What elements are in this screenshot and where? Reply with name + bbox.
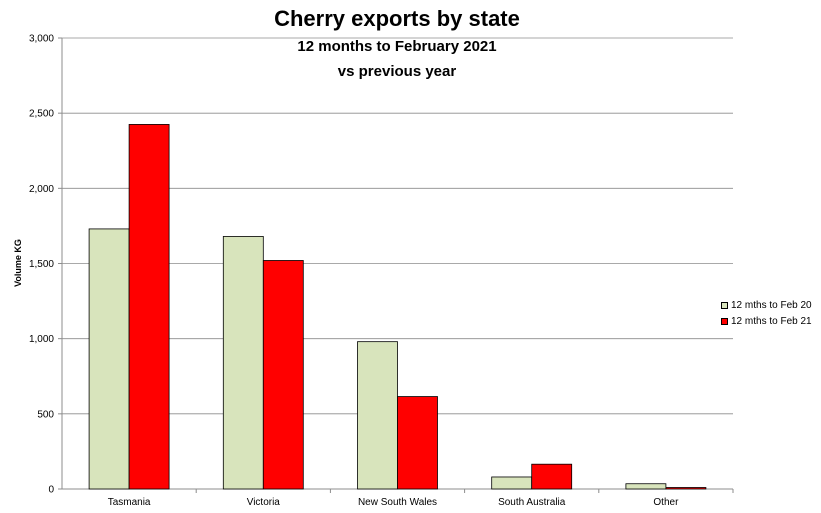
x-tick-label-0: Tasmania [108, 497, 151, 508]
legend-label-feb21: 12 mths to Feb 21 [731, 315, 812, 327]
bar-feb20-2 [357, 341, 398, 490]
x-tick-label-1: Victoria [247, 497, 281, 508]
y-tick-label-5: 2,500 [29, 109, 54, 120]
x-tick-label-4: Other [653, 497, 679, 508]
y-tick-label-0: 0 [48, 485, 54, 496]
bar-feb20-3 [491, 476, 533, 490]
bar-feb21-2 [397, 396, 438, 490]
legend-label-feb20: 12 mths to Feb 20 [731, 299, 812, 311]
y-tick-label-1: 500 [37, 409, 54, 420]
legend-swatch-feb21 [721, 317, 728, 325]
bar-feb21-3 [531, 463, 573, 490]
bar-feb21-1 [262, 260, 304, 490]
legend-item-feb20: 12 mths to Feb 20 [721, 297, 812, 313]
bar-feb20-0 [88, 228, 130, 490]
y-tick-label-4: 2,000 [29, 184, 54, 195]
x-tick-label-3: South Australia [498, 497, 566, 508]
x-tick-label-2: New South Wales [358, 497, 437, 508]
y-tick-label-6: 3,000 [29, 34, 54, 45]
chart-subtitle-line-2: vs previous year [337, 63, 457, 80]
bar-feb21-0 [128, 124, 170, 490]
bar-feb20-1 [222, 236, 264, 490]
y-tick-label-3: 1,500 [29, 259, 54, 270]
y-tick-label-2: 1,000 [29, 334, 54, 345]
chart-title: Cherry exports by state [274, 6, 520, 31]
legend-item-feb21: 12 mths to Feb 21 [721, 313, 812, 329]
legend-swatch-feb20 [721, 301, 728, 309]
legend: 12 mths to Feb 20 12 mths to Feb 21 [721, 297, 812, 329]
chart-subtitle-line-1: 12 months to February 2021 [297, 38, 497, 55]
bar-feb20-4 [625, 483, 667, 490]
bar-feb21-4 [665, 487, 707, 490]
